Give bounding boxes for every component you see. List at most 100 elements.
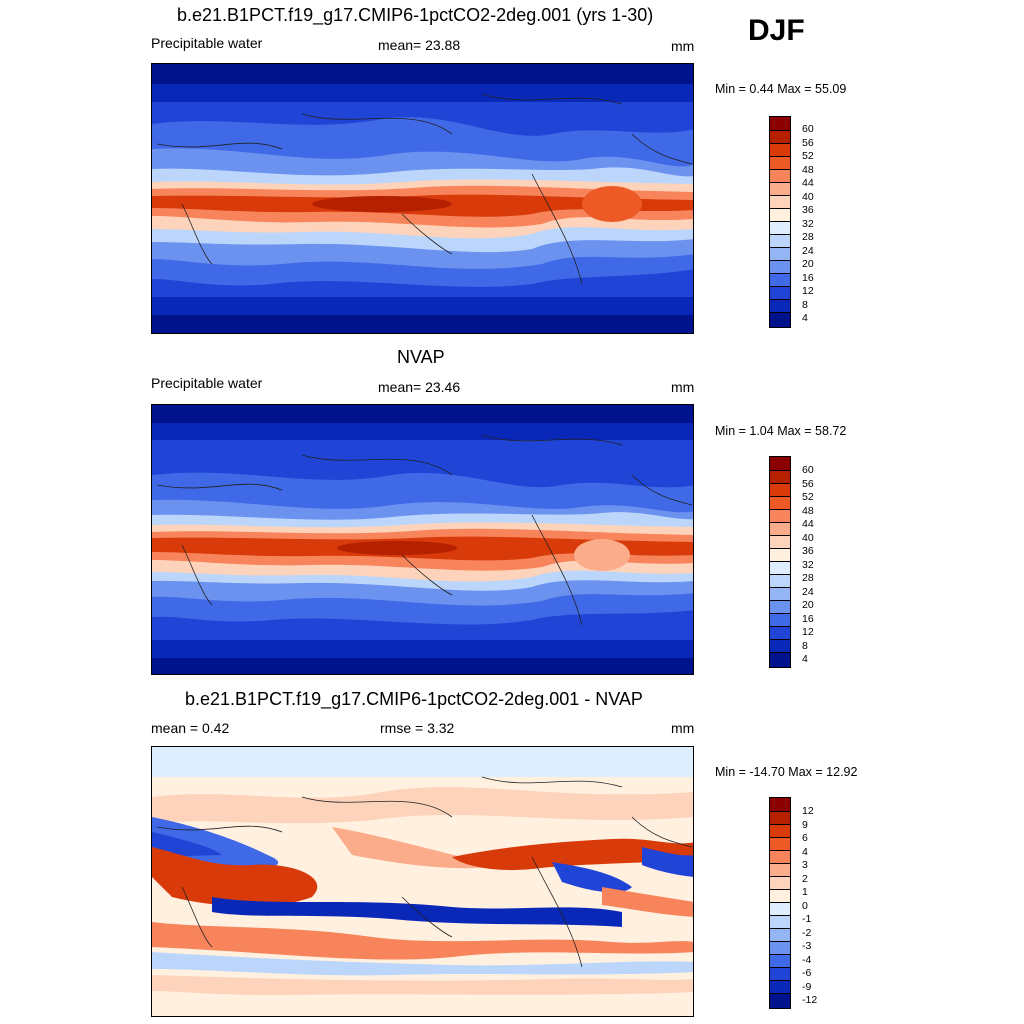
colorbar-swatch xyxy=(770,877,790,890)
colorbar-swatch xyxy=(770,798,790,812)
colorbar-tick: 36 xyxy=(802,204,814,216)
colorbar-swatch xyxy=(770,523,790,536)
variable-label-obs: Precipitable water xyxy=(151,375,263,391)
colorbar-tick: 44 xyxy=(802,518,814,530)
colorbar-tick: 24 xyxy=(802,244,814,257)
colorbar-swatch xyxy=(770,994,790,1008)
colorbar-swatch xyxy=(770,851,790,864)
colorbar-swatch xyxy=(770,825,790,838)
minmax-label-obs: Min = 1.04 Max = 58.72 xyxy=(715,424,847,438)
colorbar-tick: 12 xyxy=(802,285,814,297)
colorbar-tick: 40 xyxy=(802,190,814,203)
minmax-label-diff: Min = -14.70 Max = 12.92 xyxy=(715,765,858,779)
colorbar-swatch xyxy=(770,144,790,157)
colorbar-swatch xyxy=(770,300,790,313)
colorbar-tick: 16 xyxy=(802,612,814,625)
colorbar-tick: 56 xyxy=(802,477,814,490)
colorbar-tick: 4 xyxy=(802,312,808,324)
minmax-label-model: Min = 0.44 Max = 55.09 xyxy=(715,82,847,96)
colorbar-tick: 4 xyxy=(802,653,808,665)
colorbar-swatch xyxy=(770,549,790,562)
colorbar-tick: -2 xyxy=(802,926,812,939)
colorbar-tick: 2 xyxy=(802,872,808,885)
colorbar-tick: 48 xyxy=(802,163,814,176)
colorbar-swatch xyxy=(770,457,790,471)
panel-title-diff: b.e21.B1PCT.f19_g17.CMIP6-1pctCO2-2deg.0… xyxy=(185,689,643,709)
units-label-diff: mm xyxy=(671,720,695,736)
colorbar-swatch xyxy=(770,183,790,196)
colorbar-tick: 36 xyxy=(802,545,814,557)
colorbar-tick: -12 xyxy=(802,994,818,1006)
colorbar-swatch xyxy=(770,196,790,209)
season-label: DJF xyxy=(748,14,805,47)
panel-title-model: b.e21.B1PCT.f19_g17.CMIP6-1pctCO2-2deg.0… xyxy=(177,5,654,25)
units-label-model: mm xyxy=(671,38,695,54)
colorbar-tick: 28 xyxy=(802,572,814,584)
colorbar-swatch xyxy=(770,575,790,588)
colorbar-tick: 3 xyxy=(802,859,808,871)
colorbar-swatch xyxy=(770,890,790,903)
colorbar-swatch xyxy=(770,864,790,877)
colorbar-tick: -1 xyxy=(802,913,812,925)
colorbar-swatch xyxy=(770,536,790,549)
colorbar-tick: 12 xyxy=(802,805,814,817)
colorbar-swatch xyxy=(770,471,790,484)
colorbar-swatch xyxy=(770,955,790,968)
colorbar-swatch xyxy=(770,313,790,327)
colorbar-swatch xyxy=(770,903,790,916)
mean-label-obs: mean= 23.46 xyxy=(378,379,461,395)
colorbar-swatch xyxy=(770,916,790,929)
colorbar-swatch xyxy=(770,510,790,523)
colorbar-swatch xyxy=(770,601,790,614)
colorbar-swatch xyxy=(770,614,790,627)
units-label-obs: mm xyxy=(671,379,695,395)
colorbar-swatch xyxy=(770,838,790,851)
colorbar-swatch xyxy=(770,117,790,131)
colorbar-swatch xyxy=(770,235,790,248)
colorbar-swatch xyxy=(770,157,790,170)
colorbar-tick: 6 xyxy=(802,832,808,844)
colorbar-swatch xyxy=(770,209,790,222)
colorbar-tick: 44 xyxy=(802,177,814,189)
colorbar-obs xyxy=(769,456,791,668)
colorbar-swatch xyxy=(770,812,790,825)
colorbar-swatch xyxy=(770,248,790,261)
colorbar-swatch xyxy=(770,968,790,981)
colorbar-tick: 40 xyxy=(802,531,814,544)
colorbar-tick: 8 xyxy=(802,298,808,311)
mean-label-model: mean= 23.88 xyxy=(378,37,461,53)
variable-label-model: Precipitable water xyxy=(151,35,263,51)
colorbar-tick: 32 xyxy=(802,558,814,571)
mean-label-diff: mean = 0.42 xyxy=(151,720,230,736)
colorbar-swatch xyxy=(770,170,790,183)
colorbar-tick: 0 xyxy=(802,899,808,912)
colorbar-swatch xyxy=(770,497,790,510)
rmse-label-diff: rmse = 3.32 xyxy=(380,720,455,736)
colorbar-swatch xyxy=(770,222,790,235)
colorbar-tick: 20 xyxy=(802,258,814,270)
colorbar-swatch xyxy=(770,981,790,994)
colorbar-tick: 60 xyxy=(802,123,814,135)
colorbar-swatch xyxy=(770,484,790,497)
panel-title-obs: NVAP xyxy=(397,347,445,367)
colorbar-swatch xyxy=(770,131,790,144)
colorbar-swatch xyxy=(770,562,790,575)
colorbar-tick: 60 xyxy=(802,464,814,476)
colorbar-swatch xyxy=(770,261,790,274)
colorbar-tick: 52 xyxy=(802,491,814,503)
colorbar-tick: 52 xyxy=(802,150,814,162)
colorbar-diff xyxy=(769,797,791,1009)
colorbar-swatch xyxy=(770,653,790,667)
colorbar-model xyxy=(769,116,791,328)
map-obs xyxy=(151,404,694,675)
colorbar-tick: 24 xyxy=(802,585,814,598)
colorbar-swatch xyxy=(770,942,790,955)
colorbar-tick: -3 xyxy=(802,940,812,952)
colorbar-swatch xyxy=(770,588,790,601)
colorbar-tick: 16 xyxy=(802,271,814,284)
colorbar-tick: -6 xyxy=(802,967,812,979)
colorbar-swatch xyxy=(770,274,790,287)
colorbar-tick: 20 xyxy=(802,599,814,611)
colorbar-tick: 4 xyxy=(802,845,808,858)
colorbar-tick: 8 xyxy=(802,639,808,652)
